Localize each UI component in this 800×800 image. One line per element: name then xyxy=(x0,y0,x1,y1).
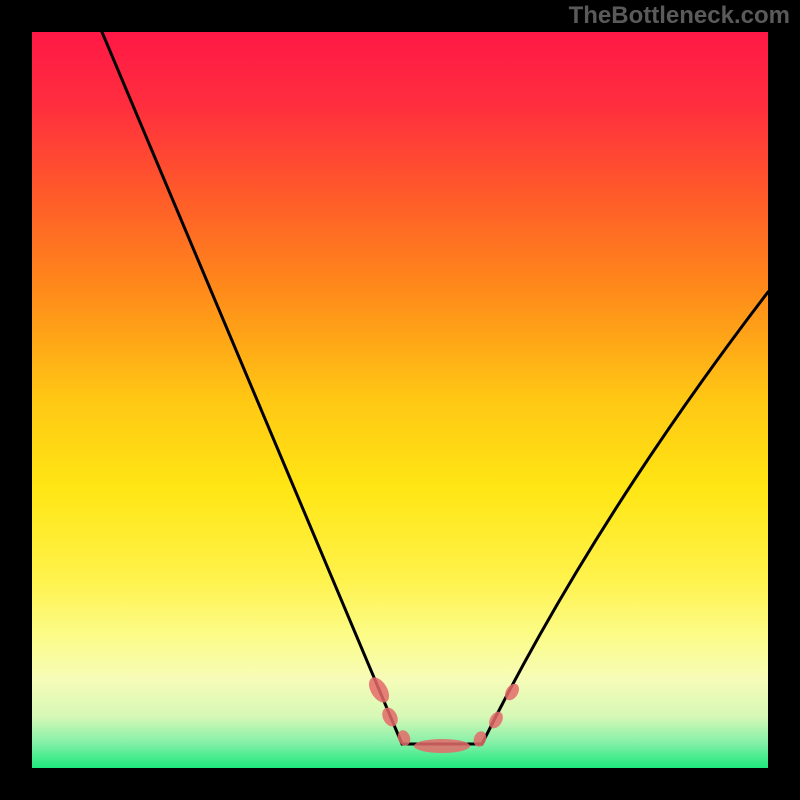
chart-container: TheBottleneck.com xyxy=(0,0,800,800)
watermark-text: TheBottleneck.com xyxy=(569,2,790,30)
bottleneck-chart xyxy=(0,0,800,800)
plot-area xyxy=(32,32,768,768)
valley-marker xyxy=(414,739,470,753)
